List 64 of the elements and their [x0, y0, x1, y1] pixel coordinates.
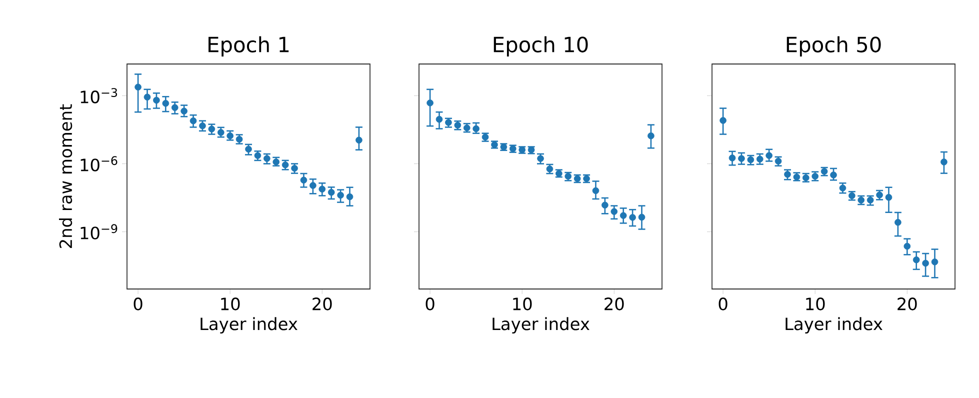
- point: [162, 100, 170, 107]
- x-tick-label: 0: [134, 298, 142, 310]
- point: [784, 170, 791, 178]
- chart-title: Epoch 50: [786, 36, 881, 57]
- point: [629, 214, 636, 221]
- point: [839, 184, 846, 192]
- chart-title: Epoch 10: [494, 36, 588, 57]
- point: [153, 96, 160, 104]
- point: [610, 208, 618, 215]
- x-tick-label: 10: [221, 298, 240, 310]
- point: [602, 202, 608, 209]
- point: [904, 242, 911, 250]
- y-tick-label: 10$^{−6}$: [80, 156, 118, 172]
- x-tick-label: 10: [513, 298, 532, 310]
- point: [264, 155, 270, 162]
- y-tick-label: 10$^{−3}$: [80, 88, 118, 104]
- point: [436, 116, 443, 123]
- point: [318, 186, 326, 193]
- x-tick-label: 0: [426, 298, 434, 310]
- point: [738, 155, 745, 162]
- point: [766, 152, 772, 159]
- point: [254, 152, 262, 159]
- point: [190, 117, 197, 124]
- point: [310, 182, 316, 189]
- point: [648, 132, 654, 140]
- point: [592, 187, 600, 194]
- point: [620, 212, 627, 219]
- point: [830, 172, 837, 178]
- point: [346, 193, 354, 200]
- x-tick-label: 20: [604, 298, 624, 310]
- chart-title: Epoch 1: [208, 36, 289, 57]
- point: [885, 194, 892, 201]
- point: [199, 122, 206, 130]
- point: [940, 158, 948, 166]
- point: [171, 104, 178, 111]
- x-tick-label: 10: [806, 298, 825, 310]
- point: [282, 161, 289, 168]
- point: [356, 136, 362, 144]
- point: [300, 176, 308, 184]
- x-axis-title: Layer index: [200, 317, 298, 334]
- point: [720, 117, 726, 124]
- x-tick-label: 0: [718, 298, 728, 310]
- x-axis-title: Layer index: [786, 317, 882, 334]
- point: [226, 132, 234, 140]
- x-tick-label: 20: [898, 298, 917, 310]
- point: [144, 94, 151, 100]
- point: [328, 188, 335, 196]
- point: [931, 258, 938, 266]
- x-tick-label: 20: [312, 298, 332, 310]
- point: [912, 256, 920, 264]
- point: [922, 260, 929, 267]
- x-axis-title: Layer index: [492, 317, 590, 334]
- point: [876, 192, 883, 198]
- y-axis-title: 2nd raw moment: [59, 104, 72, 248]
- point: [134, 84, 142, 90]
- point: [426, 100, 434, 106]
- point: [894, 218, 902, 226]
- point: [728, 154, 736, 162]
- y-tick-label: 10$^{−9}$: [80, 224, 118, 240]
- point: [337, 192, 344, 199]
- point: [638, 214, 646, 221]
- point: [217, 129, 224, 136]
- point: [180, 108, 188, 114]
- point: [208, 126, 216, 132]
